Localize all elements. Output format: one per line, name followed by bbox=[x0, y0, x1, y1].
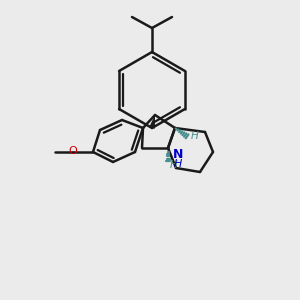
Text: H: H bbox=[174, 159, 182, 169]
Text: N: N bbox=[173, 148, 183, 161]
Text: H: H bbox=[191, 131, 199, 141]
Text: H: H bbox=[170, 160, 178, 170]
Polygon shape bbox=[149, 115, 155, 129]
Text: O: O bbox=[69, 146, 77, 156]
